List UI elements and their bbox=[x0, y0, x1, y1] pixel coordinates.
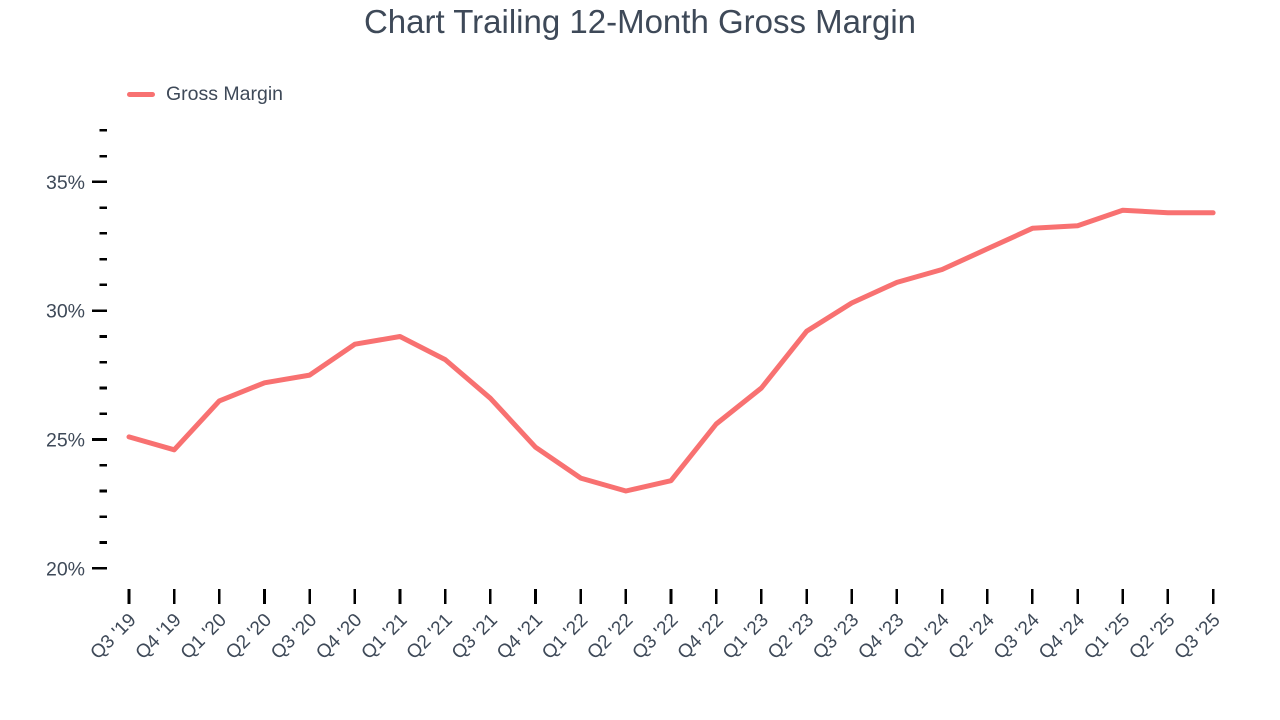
x-axis-tick-label: Q1 '23 bbox=[719, 610, 773, 664]
x-axis-tick-label: Q2 '20 bbox=[222, 610, 276, 664]
gross-margin-series-line bbox=[126, 207, 1216, 494]
y-axis-tick-label: 30% bbox=[46, 301, 85, 323]
x-axis-tick-label: Q3 '24 bbox=[990, 609, 1044, 663]
y-axis-tick-label: 20% bbox=[46, 558, 85, 580]
x-axis-tick-label: Q2 '24 bbox=[945, 609, 999, 663]
x-axis-tick-label: Q4 '19 bbox=[132, 610, 186, 664]
y-axis-tick-label: 25% bbox=[46, 430, 85, 452]
x-axis-tick-label: Q1 '24 bbox=[900, 609, 954, 663]
legend-label: Gross Margin bbox=[166, 83, 284, 105]
x-axis-tick-label: Q1 '20 bbox=[177, 610, 231, 664]
x-axis-tick-label: Q3 '25 bbox=[1171, 610, 1225, 664]
x-axis-tick-label: Q3 '22 bbox=[629, 610, 683, 664]
x-axis-tick-label: Q2 '25 bbox=[1125, 610, 1179, 664]
x-axis-tick-label: Q2 '23 bbox=[764, 610, 818, 664]
x-axis-tick-label: Q3 '21 bbox=[448, 610, 502, 664]
x-axis-tick-label: Q4 '22 bbox=[674, 610, 728, 664]
x-axis-tick-label: Q3 '20 bbox=[267, 610, 321, 664]
legend-line-swatch-icon bbox=[127, 92, 155, 97]
chart-title: Chart Trailing 12-Month Gross Margin bbox=[363, 3, 917, 40]
x-axis-tick-label: Q2 '22 bbox=[583, 610, 637, 664]
y-axis-tick-label: 35% bbox=[46, 172, 85, 194]
x-axis-tick-label: Q4 '24 bbox=[1035, 609, 1089, 663]
x-axis-tick-label: Q1 '25 bbox=[1080, 610, 1134, 664]
x-axis-tick-label: Q4 '23 bbox=[854, 610, 908, 664]
legend-item-gross-margin[interactable]: Gross Margin bbox=[127, 83, 283, 106]
x-axis-tick-label: Q1 '22 bbox=[538, 610, 592, 664]
x-axis-tick-label: Q4 '20 bbox=[312, 610, 366, 664]
x-axis-tick-label: Q4 '21 bbox=[493, 610, 547, 664]
x-axis-tick-label: Q2 '21 bbox=[403, 610, 457, 664]
x-axis-tick-label: Q1 '21 bbox=[358, 610, 412, 664]
x-axis-tick-label: Q3 '19 bbox=[87, 610, 141, 664]
x-axis-tick-label: Q3 '23 bbox=[809, 610, 863, 664]
